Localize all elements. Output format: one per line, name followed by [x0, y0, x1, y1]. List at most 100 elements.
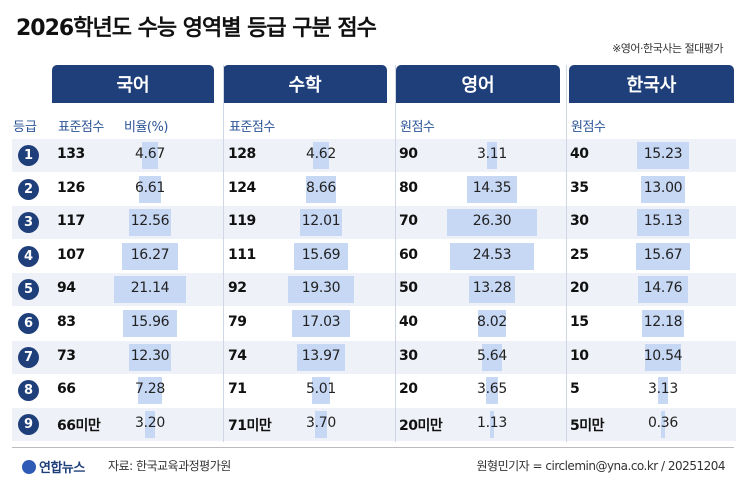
history-ratio-label: 12.18 [643, 314, 683, 330]
english-score: 20 [399, 381, 418, 398]
math-ratio-bar [297, 343, 345, 371]
english-ratio-bar [447, 209, 537, 237]
korean-score: 73 [57, 347, 76, 364]
math-ratio-label: 3.70 [306, 414, 336, 431]
history-ratio-label: 0.36 [648, 414, 678, 431]
math-score: 74 [228, 347, 247, 364]
grade-badge: 3 [18, 212, 39, 234]
grade-badge: 4 [18, 245, 39, 267]
history-score: 5 [570, 381, 580, 398]
korean-ratio-label: 16.27 [130, 246, 170, 263]
math-ratio-label: 15.69 [301, 246, 341, 263]
english-score: 20미만 [399, 417, 443, 434]
english-score: 30 [399, 347, 418, 364]
table-row: 9 66미만 3.20 71미만 3.70 20미만 1.13 5미만 0.36 [12, 407, 736, 441]
korean-ratio-label: 3.20 [135, 414, 165, 431]
korean-ratio-bar [144, 410, 156, 438]
math-ratio-bar [312, 377, 330, 405]
history-score: 35 [570, 179, 589, 196]
table-row: 3 117 12.56 119 12.01 70 26.30 30 15.13 [12, 206, 736, 240]
column-divider [566, 65, 567, 442]
history-ratio-label: 15.13 [643, 213, 683, 230]
history-ratio-label: 10.54 [643, 347, 683, 364]
english-ratio-label: 14.35 [472, 179, 512, 196]
grade-badge: 7 [18, 346, 39, 368]
math-score: 111 [228, 246, 256, 263]
math-ratio-bar [306, 175, 336, 203]
math-ratio-label: 4.62 [306, 146, 336, 162]
history-ratio-bar [637, 276, 689, 304]
table-row: 6 83 15.96 79 17.03 40 8.02 15 12.18 [12, 307, 736, 340]
footer-divider [12, 447, 734, 448]
history-ratio-label: 14.76 [643, 280, 683, 297]
korean-score: 133 [57, 146, 85, 162]
english-score: 90 [399, 146, 418, 162]
math-ratio-label: 8.66 [306, 179, 336, 196]
history-ratio-bar [636, 142, 690, 169]
math-ratio-bar [300, 209, 342, 237]
math-score-label: 표준점수 [229, 120, 275, 135]
korean-ratio-label: 비율(%) [124, 120, 168, 135]
english-ratio-bar [467, 175, 517, 203]
history-ratio-bar [642, 310, 684, 337]
subject-header-bar: 국어 수학 영어 한국사 [52, 65, 734, 103]
english-ratio-label: 1.13 [477, 414, 507, 431]
grade-badge: 5 [18, 279, 39, 301]
korean-score: 107 [57, 246, 85, 263]
korean-ratio-bar [113, 276, 187, 304]
english-score-label: 원점수 [400, 120, 435, 135]
english-ratio-label: 3.11 [477, 146, 507, 162]
korean-score: 66 [57, 381, 76, 398]
english-score: 80 [399, 179, 418, 196]
english-ratio-label: 26.30 [472, 213, 512, 230]
history-score: 40 [570, 146, 589, 162]
korean-score: 66미만 [57, 417, 101, 434]
table-row: 1 133 4.67 128 4.62 90 3.11 40 15.23 [12, 139, 736, 172]
grade-badge: 6 [18, 313, 39, 334]
english-ratio-bar [486, 142, 498, 169]
history-ratio-bar [657, 377, 669, 405]
history-score: 30 [570, 213, 589, 230]
subject-header-english: 영어 [396, 65, 560, 103]
korean-score: 126 [57, 179, 85, 196]
grade-badge: 8 [18, 380, 39, 402]
english-ratio-label: 8.02 [477, 314, 507, 330]
math-ratio-bar [291, 310, 351, 337]
english-score: 40 [399, 314, 418, 330]
math-score: 92 [228, 280, 247, 297]
subject-header-korean: 국어 [52, 65, 214, 103]
korean-score: 94 [57, 280, 76, 297]
table-row: 5 94 21.14 92 19.30 50 13.28 20 14.76 [12, 273, 736, 307]
english-ratio-label: 13.28 [472, 280, 512, 297]
korean-ratio-label: 4.67 [135, 146, 165, 162]
english-score: 70 [399, 213, 418, 230]
english-ratio-label: 24.53 [472, 246, 512, 263]
english-score: 60 [399, 246, 418, 263]
korean-ratio-bar [137, 377, 163, 405]
english-ratio-bar [490, 410, 494, 438]
korean-ratio-bar [142, 142, 158, 169]
english-ratio-label: 5.64 [477, 347, 507, 364]
history-ratio-label: 15.23 [643, 146, 683, 162]
math-ratio-label: 17.03 [301, 314, 341, 330]
math-score: 119 [228, 213, 256, 230]
history-score: 5미만 [570, 417, 605, 434]
english-score: 50 [399, 280, 418, 297]
source-text: 자료: 한국교육과정평가원 [108, 459, 231, 473]
history-score: 20 [570, 280, 589, 297]
korean-ratio-label: 7.28 [135, 381, 165, 398]
yonhap-logo-icon [22, 460, 36, 474]
history-ratio-bar [636, 242, 690, 270]
table-row: 4 107 16.27 111 15.69 60 24.53 25 15.67 [12, 240, 736, 273]
history-score-label: 원점수 [571, 120, 606, 135]
grade-badge: 2 [18, 178, 39, 200]
grade-badge: 9 [18, 413, 39, 435]
absolute-grading-note: ※영어·한국사는 절대평가 [612, 42, 723, 55]
english-ratio-label: 3.65 [477, 381, 507, 398]
chart-title: 2026학년도 수능 영역별 등급 구분 점수 [16, 16, 377, 41]
english-ratio-bar [482, 343, 502, 371]
subject-header-math: 수학 [223, 65, 387, 103]
korean-ratio-bar [128, 209, 172, 237]
history-ratio-bar [640, 175, 686, 203]
math-score: 124 [228, 179, 256, 196]
